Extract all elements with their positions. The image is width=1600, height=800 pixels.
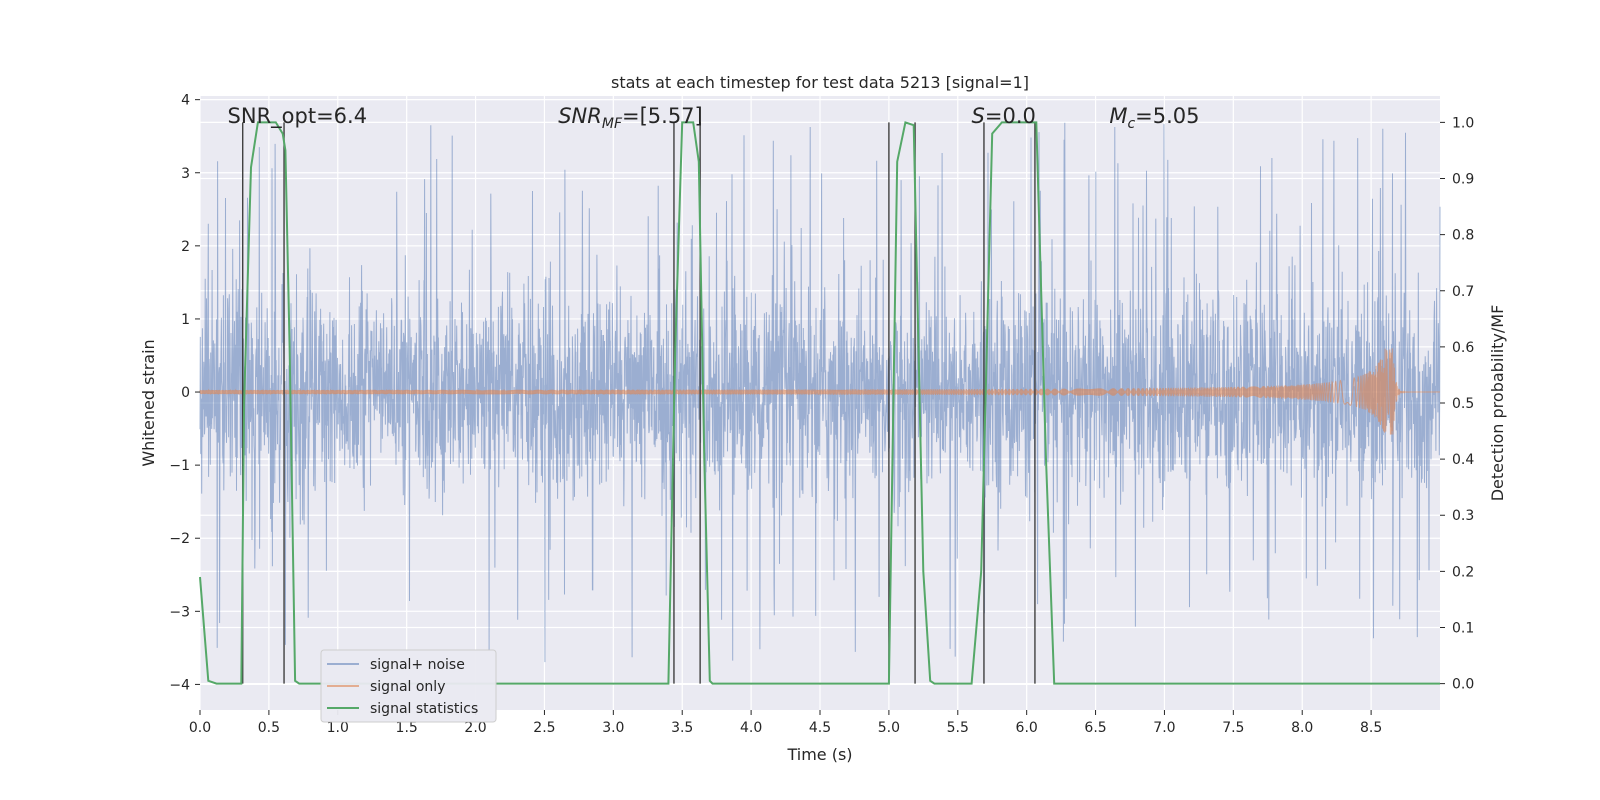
x-tick-label: 7.5	[1222, 720, 1244, 736]
annotation-snr_mf: SNRMF=[5.57]	[558, 104, 703, 132]
x-tick-label: 2.5	[533, 720, 555, 736]
y-right-tick-label: 0.8	[1452, 228, 1474, 244]
x-tick-label: 7.0	[1153, 720, 1175, 736]
y-left-tick-label: −2	[169, 531, 190, 547]
chart-title: stats at each timestep for test data 521…	[611, 73, 1029, 92]
signal-only-line	[199, 348, 1440, 435]
y-left-axis-ticks: 4 3 2 1 0 −1 −2 −3 −4	[169, 93, 200, 693]
y-left-tick-label: 1	[181, 312, 190, 328]
signal-statistics-series	[199, 121, 1440, 685]
y-left-tick-label: −3	[169, 604, 190, 620]
y-left-axis-label: Whitened strain	[139, 339, 158, 466]
y-left-tick-label: 0	[181, 385, 190, 401]
y-right-tick-label: 1.0	[1452, 115, 1474, 131]
y-right-tick-label: 0.5	[1452, 396, 1474, 412]
x-tick-label: 5.0	[878, 720, 900, 736]
x-axis-ticks: 0.0 0.5 1.0 1.5 2.0 2.5 3.0 3.5 4.0 4.5 5.0 5.5 6.0 6…	[189, 710, 1382, 736]
y-right-tick-label: 0.9	[1452, 172, 1474, 188]
signal-noise-line	[199, 122, 1441, 663]
y-right-tick-label: 0.6	[1452, 340, 1474, 356]
y-right-tick-label: 0.0	[1452, 677, 1474, 693]
annotation-mc: Mc=5.05	[1109, 104, 1199, 132]
legend-label-stats: signal statistics	[370, 701, 478, 717]
y-right-tick-label: 0.3	[1452, 508, 1474, 524]
y-right-axis-ticks: 1.0 0.9 0.8 0.7 0.6 0.5 0.4 0.3 0.2 0.1 0.0	[1440, 115, 1474, 693]
y-right-axis-label: Detection probability/MF	[1488, 305, 1507, 502]
x-tick-label: 3.0	[602, 720, 624, 736]
signal-only-series	[199, 348, 1440, 435]
x-tick-label: 8.5	[1360, 720, 1382, 736]
annotation-snr_opt: SNR_opt=6.4	[228, 104, 368, 129]
y-left-tick-label: −1	[169, 458, 190, 474]
y-left-tick-label: 2	[181, 239, 190, 255]
x-tick-label: 4.5	[809, 720, 831, 736]
y-right-tick-label: 0.1	[1452, 620, 1474, 636]
y-right-tick-label: 0.4	[1452, 452, 1474, 468]
y-left-tick-label: 3	[181, 166, 190, 182]
x-tick-label: 0.0	[189, 720, 211, 736]
x-tick-label: 4.0	[740, 720, 762, 736]
vertical-markers	[242, 122, 1036, 684]
x-tick-label: 1.5	[396, 720, 418, 736]
x-tick-label: 0.5	[258, 720, 280, 736]
annotations: SNR_opt=6.4 SNRMF=[5.57] S=0.0 Mc=5.05	[228, 104, 1200, 132]
legend-label-noise: signal+ noise	[370, 657, 465, 673]
annotation-s: S=0.0	[972, 104, 1036, 128]
y-left-tick-label: −4	[169, 677, 190, 693]
x-tick-label: 5.5	[947, 720, 969, 736]
y-left-tick-label: 4	[181, 93, 190, 109]
legend: signal+ noise signal only signal statist…	[320, 649, 497, 723]
x-tick-label: 2.0	[464, 720, 486, 736]
x-tick-label: 6.5	[1084, 720, 1106, 736]
y-right-tick-label: 0.7	[1452, 284, 1474, 300]
signal-noise-series	[199, 122, 1441, 663]
legend-box	[320, 649, 497, 723]
legend-label-signal: signal only	[370, 679, 445, 695]
x-tick-label: 8.0	[1291, 720, 1313, 736]
signal-statistics-line	[199, 121, 1440, 685]
x-tick-label: 1.0	[327, 720, 349, 736]
x-axis-label: Time (s)	[786, 745, 852, 764]
x-tick-label: 6.0	[1016, 720, 1038, 736]
x-tick-label: 3.5	[671, 720, 693, 736]
y-right-tick-label: 0.2	[1452, 564, 1474, 580]
